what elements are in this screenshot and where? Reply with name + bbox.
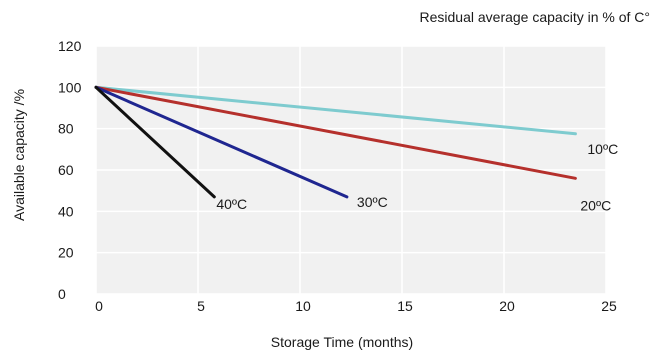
x-tick-label: 5 (197, 298, 205, 314)
series-label-0: 10ºC (587, 141, 618, 157)
x-tick-label: 20 (499, 298, 515, 314)
series-label-2: 30ºC (357, 194, 388, 210)
y-tick-label: 100 (58, 79, 82, 95)
tick-labels: 0 20 40 60 80 100 120 0 5 10 15 20 25 (58, 38, 617, 314)
series-line-3 (94, 85, 216, 199)
series-line-2 (94, 85, 349, 199)
series-label-1: 20ºC (580, 197, 611, 213)
x-tick-label: 0 (95, 298, 103, 314)
y-tick-label: 20 (58, 245, 74, 261)
x-axis-label: Storage Time (months) (271, 334, 413, 350)
series-line-1 (94, 85, 577, 180)
series-labels: 10ºC 20ºC 30ºC 40ºC (216, 141, 618, 213)
y-tick-label: 120 (58, 38, 82, 54)
y-tick-label: 0 (58, 286, 66, 302)
chart-title: Residual average capacity in % of C° (420, 9, 651, 25)
x-tick-label: 10 (295, 298, 311, 314)
y-tick-label: 60 (58, 162, 74, 178)
series-line-0 (94, 85, 577, 136)
y-tick-label: 80 (58, 121, 74, 137)
x-tick-label: 15 (397, 298, 413, 314)
y-axis-label: Available capacity /% (11, 89, 27, 221)
x-tick-label: 25 (601, 298, 617, 314)
series-lines (94, 85, 577, 199)
y-tick-label: 40 (58, 203, 74, 219)
series-label-3: 40ºC (216, 196, 247, 212)
